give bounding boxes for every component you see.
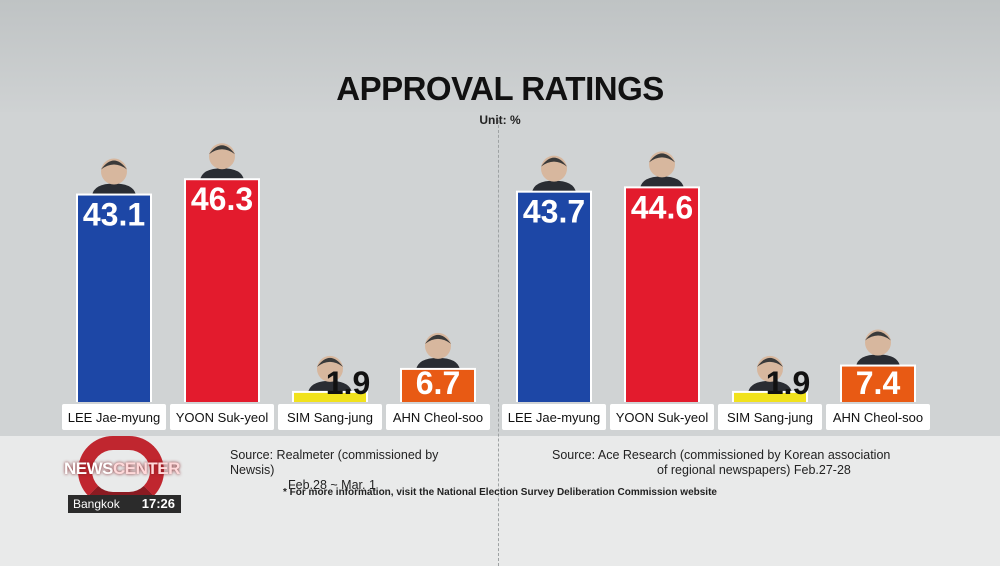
avatar-hair-1-3 (865, 331, 891, 341)
news-center-logo: NEWSCENTER Bangkok 17:26 (58, 436, 188, 516)
category-box-1-2 (718, 404, 822, 430)
bar-value-0-1: 46.3 (191, 181, 253, 217)
category-label-0-2: SIM Sang-jung (287, 410, 373, 425)
category-label-0-1: YOON Suk-yeol (176, 410, 269, 425)
clock-bar: Bangkok 17:26 (68, 495, 181, 513)
source-right: Source: Ace Research (commissioned by Ko… (552, 448, 952, 478)
avatar-shoulders-0-2 (308, 380, 352, 393)
avatar-shoulders-1-1 (640, 176, 684, 189)
category-box-1-1 (610, 404, 714, 430)
category-label-1-1: YOON Suk-yeol (616, 410, 709, 425)
avatar-hair-1-2 (757, 357, 783, 367)
source-right-line2: of regional newspapers) Feb.27-28 (657, 463, 851, 477)
category-label-0-0: LEE Jae-myung (68, 410, 161, 425)
bar-value-0-0: 43.1 (83, 197, 145, 233)
bar-value-1-2: 1.9 (766, 365, 810, 401)
avatar-shoulders-1-3 (856, 354, 900, 367)
bar-value-0-3: 6.7 (416, 365, 460, 401)
category-label-1-2: SIM Sang-jung (727, 410, 813, 425)
avatar-hair-0-0 (101, 160, 127, 170)
clock-time: 17:26 (141, 496, 175, 511)
bar-value-1-1: 44.6 (631, 189, 693, 225)
bar-0-3 (402, 369, 474, 402)
source-left-line2: Feb.28 ~ Mar. 1 (288, 478, 376, 492)
category-label-0-3: AHN Cheol-soo (393, 410, 483, 425)
logo-news: NEWS (64, 459, 114, 478)
source-left: Source: Realmeter (commissioned by Newsi… (230, 448, 470, 493)
source-right-line1: Source: Ace Research (commissioned by Ko… (552, 448, 891, 462)
avatar-hair-1-0 (541, 157, 567, 167)
bar-0-2 (294, 392, 366, 402)
approval-charts: 43.1 LEE Jae-myung 46.3 YOON Suk-yeol 1.9 SIM… (62, 143, 930, 430)
chart-band (0, 112, 1000, 436)
logo-center: CENTER (113, 459, 180, 478)
category-box-1-3 (826, 404, 930, 430)
source-left-line1: Source: Realmeter (commissioned by Newsi… (230, 448, 439, 477)
footnote: * For more information, visit the Nation… (283, 487, 717, 498)
clock-city: Bangkok (73, 497, 120, 511)
page-title: APPROVAL RATINGS (336, 70, 664, 107)
bar-1-0 (518, 192, 590, 402)
category-box-1-0 (502, 404, 606, 430)
avatar-hair-0-1 (209, 145, 235, 155)
bar-1-1 (626, 188, 698, 402)
bar-value-1-0: 43.7 (523, 194, 585, 230)
category-box-0-2 (278, 404, 382, 430)
category-label-1-0: LEE Jae-myung (508, 410, 601, 425)
logo-text: NEWSCENTER (64, 459, 180, 479)
unit-label: Unit: % (479, 113, 521, 127)
header-band (0, 0, 1000, 112)
bar-1-3 (842, 366, 914, 402)
avatar-shoulders-0-1 (200, 168, 244, 181)
bar-0-0 (78, 195, 150, 402)
panel-divider (498, 120, 499, 566)
avatar-shoulders-1-0 (532, 180, 576, 193)
bar-value-0-2: 1.9 (326, 365, 370, 401)
avatar-shoulders-0-0 (92, 183, 136, 196)
bar-0-1 (186, 180, 258, 402)
avatar-shoulders-0-3 (416, 357, 460, 370)
category-box-0-0 (62, 404, 166, 430)
category-label-1-3: AHN Cheol-soo (833, 410, 923, 425)
bar-value-1-3: 7.4 (856, 365, 901, 401)
avatar-hair-1-1 (649, 153, 675, 163)
avatar-hair-0-3 (425, 334, 451, 344)
avatar-hair-0-2 (317, 357, 343, 367)
category-box-0-3 (386, 404, 490, 430)
avatar-shoulders-1-2 (748, 380, 792, 393)
category-box-0-1 (170, 404, 274, 430)
bar-1-2 (734, 392, 806, 402)
